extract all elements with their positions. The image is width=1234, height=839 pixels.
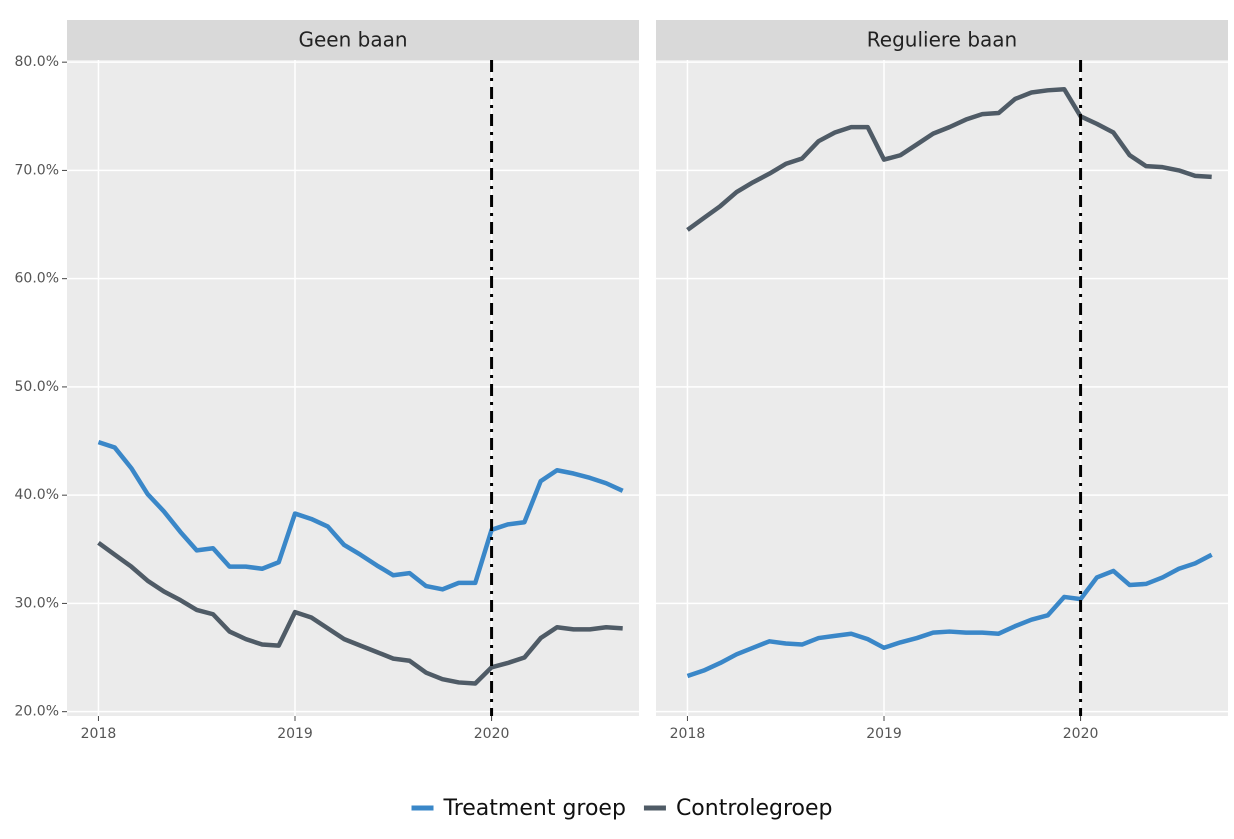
panel xyxy=(656,60,1228,716)
panel-title: Geen baan xyxy=(298,28,407,52)
data-line xyxy=(686,86,1212,232)
strip xyxy=(67,20,639,60)
legend-label: Treatment groep xyxy=(443,796,626,821)
panel-title: Reguliere baan xyxy=(867,28,1017,52)
x-tick-label: 2020 xyxy=(474,726,510,742)
data-line xyxy=(97,540,623,686)
legend: Treatment groep Controlegroep xyxy=(411,796,833,821)
strip xyxy=(656,20,1228,60)
y-tick-label: 80.0% xyxy=(15,54,59,70)
data-line xyxy=(686,552,1213,679)
x-tick-label: 2019 xyxy=(277,726,313,742)
x-tick-label: 2019 xyxy=(866,726,902,742)
y-tick-label: 20.0% xyxy=(15,704,59,720)
y-tick-label: 70.0% xyxy=(15,162,59,178)
x-tick-label: 2020 xyxy=(1063,726,1099,742)
panel xyxy=(67,60,639,716)
y-tick-label: 40.0% xyxy=(15,487,59,503)
x-tick-label: 2018 xyxy=(670,726,706,742)
y-tick-label: 60.0% xyxy=(15,271,59,287)
y-tick-label: 50.0% xyxy=(15,379,59,395)
legend-label: Controlegroep xyxy=(676,796,833,821)
data-line xyxy=(97,439,624,592)
y-tick-label: 30.0% xyxy=(15,595,59,611)
x-tick-label: 2018 xyxy=(81,726,117,742)
